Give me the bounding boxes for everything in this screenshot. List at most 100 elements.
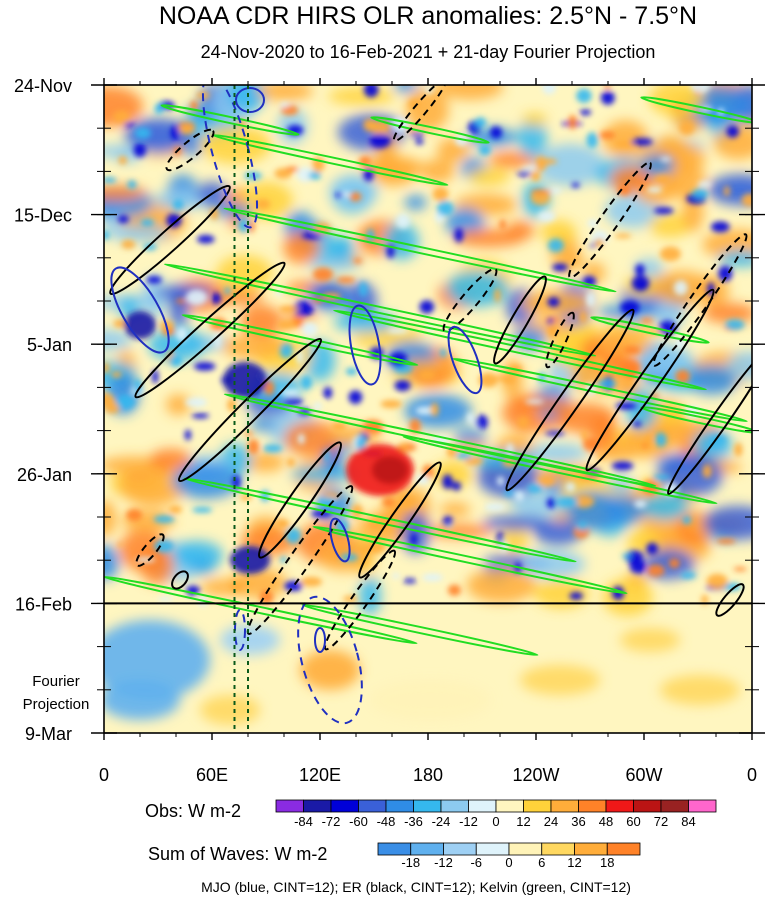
obs-anomaly-patch (702, 302, 752, 324)
obs-anomaly-speck (280, 556, 287, 563)
obs-anomaly-speck (673, 280, 688, 296)
obs-anomaly-speck (121, 239, 136, 250)
colorbar-swatch (330, 799, 359, 813)
wave-contour (545, 311, 575, 369)
obs-anomaly-speck (501, 375, 516, 384)
obs-anomaly-patch (707, 174, 752, 206)
colorbar-swatch (550, 799, 579, 813)
obs-anomaly-patch (106, 225, 170, 242)
obs-anomaly-patch (540, 219, 577, 245)
obs-anomaly-speck (129, 471, 150, 482)
obs-anomaly-speck (436, 200, 454, 217)
obs-anomaly-speck (104, 177, 117, 183)
obs-anomaly-core (223, 362, 267, 398)
obs-anomaly-speck (542, 85, 557, 95)
colorbar-level-label: -72 (322, 814, 341, 829)
obs-anomaly-speck (280, 102, 289, 108)
obs-anomaly-speck (604, 85, 611, 90)
projection-anomaly-patch (220, 625, 280, 655)
obs-anomaly-patch (439, 502, 471, 517)
obs-anomaly-speck (723, 185, 730, 197)
obs-anomaly-speck (192, 507, 213, 513)
obs-anomaly-speck (499, 219, 506, 230)
wave-contour (442, 267, 498, 333)
obs-anomaly-speck (394, 380, 411, 392)
colorbar-swatch (303, 799, 332, 813)
obs-anomaly-speck (348, 390, 363, 404)
obs-anomaly-speck (640, 318, 653, 323)
obs-anomaly-speck (631, 275, 650, 292)
obs-anomaly-patch (329, 174, 378, 210)
obs-anomaly-patch (554, 403, 616, 434)
wave-contour (370, 116, 490, 144)
obs-anomaly-speck (369, 133, 391, 149)
obs-anomaly-speck (451, 481, 462, 491)
wave-contour (171, 570, 189, 590)
obs-anomaly-speck (279, 343, 294, 359)
obs-anomaly-patch (482, 515, 553, 531)
projection-anomaly-patch (300, 650, 360, 690)
obs-anomaly-speck (355, 436, 366, 451)
obs-anomaly-speck (277, 520, 287, 527)
obs-anomaly-speck (409, 418, 421, 434)
wave-contour (135, 533, 165, 567)
wave-contour (301, 603, 539, 657)
obs-anomaly-speck (230, 582, 244, 592)
obs-anomaly-speck (392, 573, 400, 579)
obs-anomaly-speck (210, 207, 219, 221)
y-tick-label: 16-Feb (15, 594, 72, 614)
colorbar-swatch (410, 842, 444, 856)
obs-anomaly-speck (442, 516, 453, 527)
obs-anomaly-speck (297, 433, 305, 445)
obs-anomaly-patch (172, 540, 224, 570)
obs-anomaly-speck (620, 300, 640, 315)
obs-anomaly-patch (467, 167, 510, 186)
obs-anomaly-patch (717, 250, 752, 267)
obs-anomaly-speck (447, 584, 461, 596)
x-tick-label: 60W (625, 765, 662, 785)
obs-anomaly-speck (464, 457, 484, 466)
colorbar-level-label: 84 (681, 814, 695, 829)
obs-anomaly-speck (586, 292, 596, 308)
obs-anomaly-speck (565, 481, 576, 493)
obs-anomaly-speck (300, 375, 313, 390)
obs-anomaly-speck (133, 378, 142, 395)
obs-anomaly-patch (328, 87, 395, 105)
obs-anomaly-speck (190, 100, 199, 111)
wave-contour (314, 627, 326, 653)
colorbar-level-label: 60 (626, 814, 640, 829)
obs-anomaly-speck (308, 171, 322, 180)
obs-anomaly-speck (552, 263, 568, 272)
colorbar-level-label: 12 (516, 814, 530, 829)
chart-subtitle: 24-Nov-2020 to 16-Feb-2021 + 21-day Four… (201, 42, 656, 62)
obs-anomaly-speck (587, 219, 599, 228)
obs-anomaly-speck (623, 345, 641, 355)
y-tick-label: 26-Jan (17, 465, 72, 485)
obs-anomaly-speck (733, 442, 743, 457)
obs-anomaly-speck (718, 265, 733, 282)
colorbar-swatch (605, 799, 634, 813)
colorbar-swatch (660, 799, 689, 813)
obs-anomaly-speck (668, 558, 680, 569)
projection-anomaly-patch (620, 628, 680, 652)
colorbar-level-label: 18 (600, 855, 614, 870)
wave-contour (258, 441, 342, 559)
colorbar-level-label: -6 (470, 855, 482, 870)
obs-anomaly-patch (436, 85, 504, 100)
wave-contour (163, 263, 597, 357)
obs-anomaly-speck (646, 186, 663, 193)
obs-anomaly-speck (286, 457, 296, 467)
obs-anomaly-patch (104, 86, 144, 127)
obs-anomaly-patch (517, 118, 547, 158)
obs-anomaly-speck (363, 85, 379, 98)
obs-anomaly-speck (345, 367, 358, 376)
projection-anomaly-patch (104, 680, 180, 720)
obs-anomaly-patch (221, 334, 287, 359)
obs-anomaly-patch (648, 212, 692, 238)
obs-anomaly-speck (710, 221, 730, 233)
obs-anomaly-speck (331, 421, 347, 431)
obs-anomaly-speck (654, 207, 674, 215)
wave-contour (358, 461, 442, 579)
obs-anomaly-speck (185, 397, 207, 408)
obs-anomaly-speck (530, 189, 551, 206)
